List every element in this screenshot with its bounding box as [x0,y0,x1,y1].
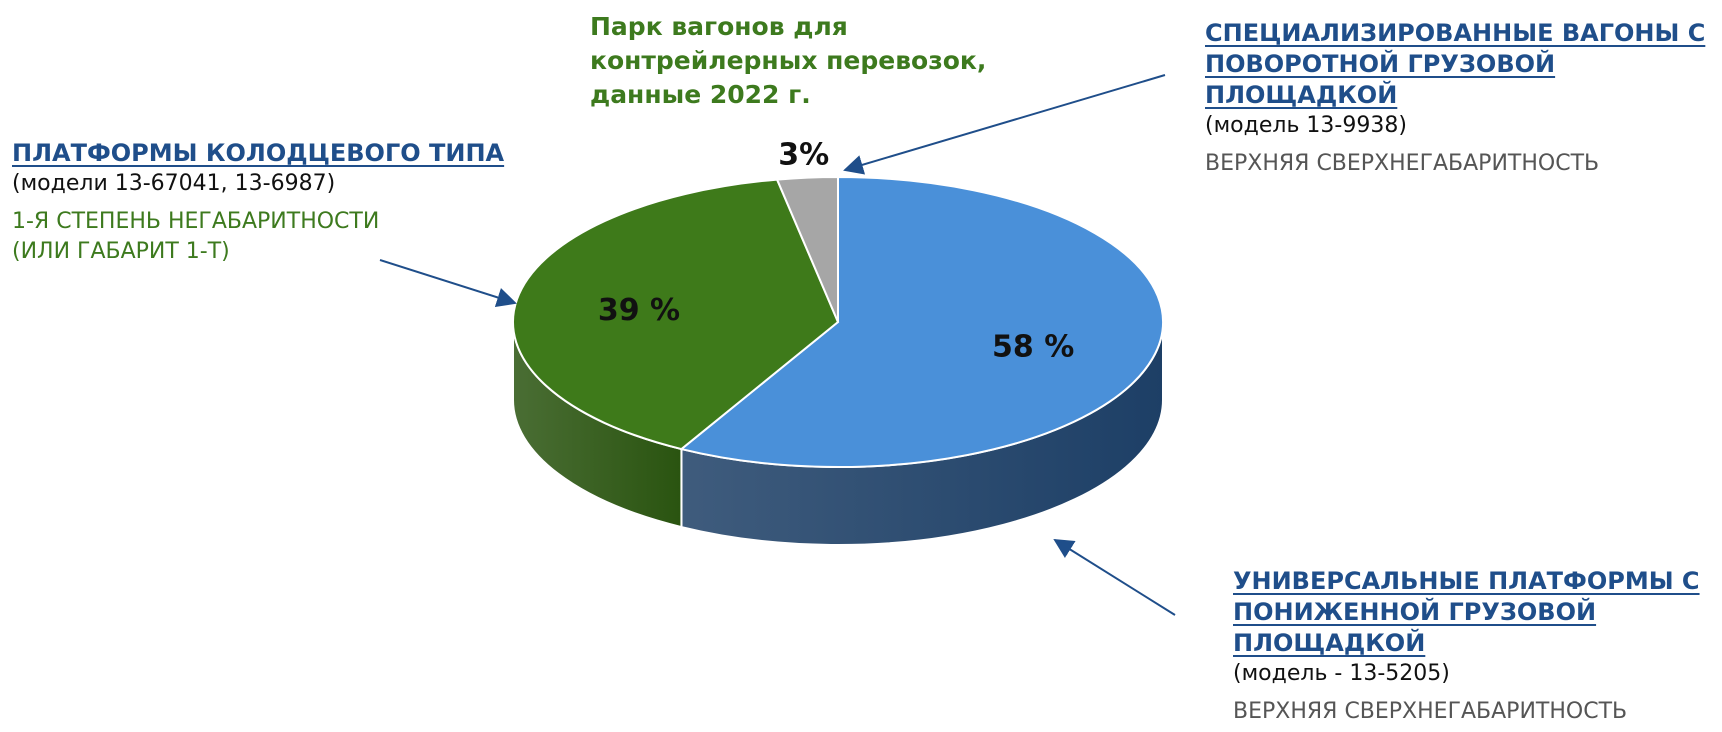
label-special-note: ВЕРХНЯЯ СВЕРХНЕГАБАРИТНОСТЬ [1205,151,1600,176]
label-universal-platforms: УНИВЕРСАЛЬНЫЕ ПЛАТФОРМЫ С ПОНИЖЕННОЙ ГРУ… [1233,566,1703,727]
pie-value-label-universal: 58 % [992,329,1074,364]
pie-value-label-special: 3% [778,137,829,172]
label-universal-title: УНИВЕРСАЛЬНЫЕ ПЛАТФОРМЫ С ПОНИЖЕННОЙ ГРУ… [1233,567,1700,657]
pie-slice-special [775,175,839,323]
label-universal-note: ВЕРХНЯЯ СВЕРХНЕГАБАРИТНОСТЬ [1233,699,1628,724]
chart-title: Парк вагонов для контрейлерных перевозок… [590,12,987,109]
label-special-model: (модель 13-9938) [1205,113,1407,138]
label-universal-model: (модель - 13-5205) [1233,661,1450,686]
label-well-note: 1-Я СТЕПЕНЬ НЕГАБАРИТНОСТИ (ИЛИ ГАБАРИТ … [12,209,380,264]
pie-slice-universal [679,175,1164,468]
pie-slice-well [512,178,840,451]
label-special-wagons: СПЕЦИАЛИЗИРОВАННЫЕ ВАГОНЫ С ПОВОРОТНОЙ Г… [1205,18,1715,179]
arrow-well [379,259,517,308]
label-well-title: ПЛАТФОРМЫ КОЛОДЦЕВОГО ТИПА [12,139,505,167]
label-special-title: СПЕЦИАЛИЗИРОВАННЫЕ ВАГОНЫ С ПОВОРОТНОЙ Г… [1205,19,1706,109]
arrow-special [843,74,1166,175]
label-well-platforms: ПЛАТФОРМЫ КОЛОДЦЕВОГО ТИПА (модели 13-67… [12,138,532,267]
arrow-universal [1053,538,1176,616]
label-well-model: (модели 13-67041, 13-6987) [12,171,336,196]
pie-value-label-well: 39 % [598,293,680,328]
